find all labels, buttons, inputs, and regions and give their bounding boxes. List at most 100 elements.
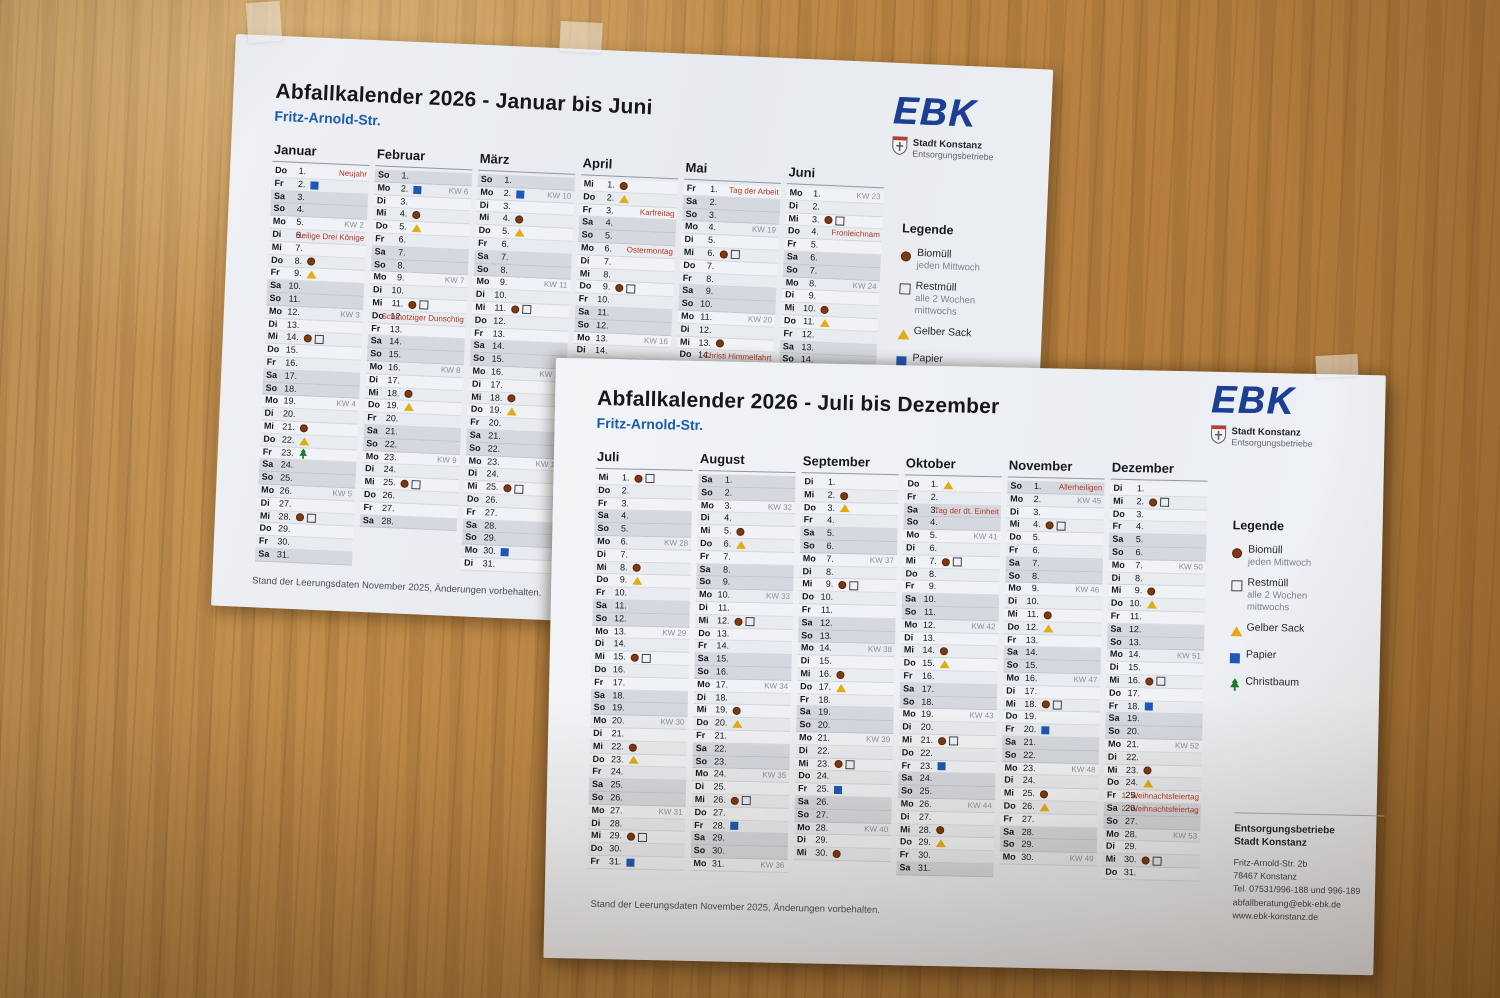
- weekday-label: Mo: [464, 544, 478, 556]
- weekday-label: Sa: [374, 246, 386, 257]
- day-number: 22.: [714, 743, 727, 754]
- weekday-label: Mi: [1005, 698, 1016, 709]
- adhesive-tape: [245, 0, 283, 44]
- weekday-label: So: [1106, 815, 1119, 826]
- day-number: 8.: [294, 255, 303, 266]
- weekday-label: Mo: [593, 715, 607, 726]
- weekday-label: Mi: [372, 297, 383, 308]
- weekday-label: Mi: [479, 212, 490, 223]
- weekday-label: Sa: [1003, 825, 1015, 837]
- day-number: 15.: [922, 657, 935, 669]
- weekday-label: Di: [463, 557, 474, 568]
- weekday-label: Mi: [267, 331, 279, 342]
- day-number: 3.: [724, 500, 733, 511]
- weekday-label: Mi: [1009, 518, 1020, 530]
- day-number: 11.: [717, 602, 730, 613]
- biomuell-icon: [732, 707, 741, 716]
- kw-label: KW 51: [1176, 651, 1201, 661]
- weekday-label: Di: [264, 407, 274, 419]
- day-number: 25.: [713, 781, 727, 792]
- holiday-label: Ostermontag: [626, 245, 674, 257]
- day-number: 17.: [1024, 685, 1038, 696]
- day-number: 27.: [918, 811, 932, 822]
- day-number: 11.: [802, 315, 816, 327]
- weekday-label: Fr: [799, 693, 810, 704]
- weekday-label: Fr: [596, 587, 606, 598]
- day-number: 5.: [723, 525, 732, 536]
- day-number: 7.: [929, 555, 937, 566]
- weekday-label: Di: [479, 199, 490, 210]
- biomuell-icon: [1145, 677, 1154, 686]
- legend-label: Papier: [1245, 648, 1277, 662]
- day-number: 12.: [819, 617, 833, 628]
- weekday-label: Fr: [274, 177, 284, 189]
- biomuell-icon: [1149, 498, 1158, 507]
- weekday-label: Mi: [804, 489, 815, 500]
- day-number: 17.: [1127, 687, 1141, 699]
- day-number: 6.: [810, 252, 819, 263]
- restmuell-icon: [835, 216, 845, 226]
- weekday-label: Mo: [906, 529, 920, 540]
- kw-label: KW 30: [660, 717, 685, 727]
- day-number: 5.: [501, 225, 510, 237]
- weekday-label: Di: [902, 721, 912, 732]
- weekday-label: Mi: [259, 510, 271, 521]
- day-number: 26.: [382, 489, 396, 501]
- holiday-label: 2. Weihnachtsfeiertag: [1121, 803, 1199, 815]
- weekday-label: So: [799, 719, 811, 730]
- weekday-label: Di: [593, 727, 603, 738]
- biomuell-icon: [736, 527, 745, 537]
- restmuell-icon: [626, 284, 636, 294]
- kw-label: KW 6: [448, 186, 469, 197]
- restmuell-icon: [637, 832, 648, 842]
- papier-icon: [730, 822, 739, 831]
- weekday-label: Sa: [273, 190, 286, 201]
- weekday-label: Mo: [902, 708, 916, 719]
- biomuell-icon: [832, 849, 841, 859]
- kw-label: KW 39: [865, 734, 891, 745]
- day-number: 27.: [1021, 813, 1035, 824]
- biomuell-icon: [836, 670, 845, 679]
- month-grid: Juli Mi 1. Do 2. Fr 3. Sa 4. So 5. Mo 6. KW 28 Di 7. Mi 8…: [587, 448, 1208, 882]
- contact-block: Entsorgungsbetriebe Stadt Konstanz Fritz…: [1232, 812, 1385, 926]
- weekday-label: So: [273, 203, 286, 214]
- weekday-label: Fr: [1108, 700, 1118, 711]
- weekday-label: Fr: [590, 855, 600, 866]
- weekday-label: Fr: [697, 640, 708, 651]
- day-number: 25.: [1022, 787, 1036, 799]
- day-number: 6.: [723, 538, 732, 549]
- legend-icon-wrap: [1229, 675, 1245, 694]
- day-number: 7.: [620, 549, 629, 560]
- biomuell-icon: [719, 250, 729, 259]
- papier-icon: [626, 858, 635, 867]
- day-number: 22.: [920, 747, 933, 758]
- weekday-label: So: [906, 516, 919, 528]
- day-number: 29.: [1124, 841, 1137, 852]
- weekday-label: Mo: [264, 394, 279, 406]
- weekday-label: Do: [592, 753, 605, 764]
- biomuell-icon: [1231, 547, 1243, 559]
- holiday-label: Tag der dt. Einheit: [934, 505, 999, 516]
- legend-label: Papier: [912, 351, 944, 366]
- weekday-label: Fr: [258, 535, 269, 546]
- day-number: 3.: [400, 195, 409, 207]
- restmuell-icon: [1056, 521, 1066, 531]
- day-number: 24.: [713, 768, 727, 779]
- weekday-label: Fr: [787, 238, 797, 249]
- weekday-label: Mi: [798, 757, 809, 768]
- weekday-label: Do: [783, 315, 797, 326]
- day-number: 29.: [918, 837, 932, 848]
- weekday-label: Sa: [258, 548, 270, 559]
- restmuell-icon: [306, 513, 317, 523]
- logo-dept-label: Entsorgungsbetriebe: [1231, 437, 1313, 450]
- weekday-label: Sa: [269, 279, 282, 291]
- biomuell-icon: [730, 796, 739, 805]
- legend-item: Gelber Sack: [1230, 621, 1356, 643]
- weekday-label: Fr: [907, 491, 917, 502]
- papier-icon: [413, 185, 422, 194]
- weekday-label: Mi: [598, 471, 609, 483]
- weekday-label: Di: [680, 323, 690, 334]
- weekday-label: Sa: [699, 563, 711, 574]
- day-number: 12.: [716, 615, 730, 626]
- day-number: 2.: [827, 489, 836, 500]
